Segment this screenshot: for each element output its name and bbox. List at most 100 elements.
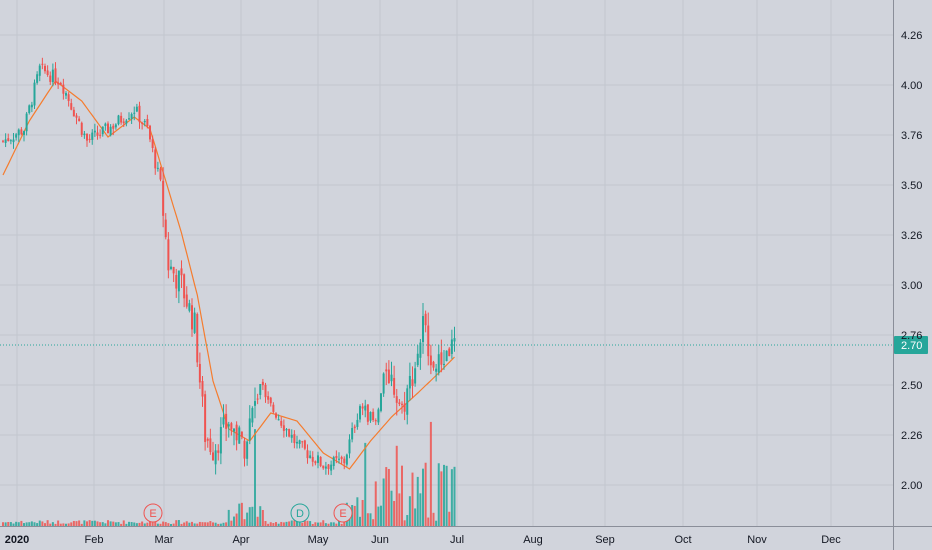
candle-body <box>437 354 440 373</box>
candle-body <box>219 426 222 454</box>
candle-body <box>128 118 130 120</box>
volume-bar <box>272 523 275 526</box>
candle-body <box>154 149 157 169</box>
candle-body <box>57 82 60 85</box>
volume-bar <box>46 520 49 526</box>
volume-bar <box>256 516 259 526</box>
volume-bar <box>196 523 199 526</box>
volume-bar <box>335 523 338 526</box>
candle-body <box>135 106 138 112</box>
x-axis[interactable]: 2020 Feb Mar Apr May Jun Jul Aug Sep Oct Nov Dec <box>0 526 932 547</box>
candle-body <box>141 122 144 124</box>
event-marker[interactable]: D <box>290 503 310 523</box>
candle-body <box>117 115 120 125</box>
candle-body <box>356 419 359 427</box>
y-axis[interactable]: 4.26 4.00 3.76 3.50 3.26 3.00 2.76 2.50 2.26 2.00 <box>893 0 923 550</box>
candle-body <box>335 456 338 459</box>
volume-bar <box>91 520 94 526</box>
volume-bar <box>390 490 393 526</box>
x-tick-label: Jul <box>450 534 464 546</box>
candle-body <box>238 427 241 444</box>
event-circle <box>333 503 353 523</box>
y-tick-label: 2.26 <box>901 430 922 442</box>
volume-bar <box>143 523 146 526</box>
volume-bar <box>9 522 12 526</box>
x-tick-label: Oct <box>674 534 691 546</box>
volume-bar <box>401 465 403 526</box>
volume-bar <box>133 522 136 526</box>
candle-body <box>28 105 31 113</box>
event-marker[interactable]: E <box>333 503 353 523</box>
volume-bar <box>301 522 304 526</box>
volume-bar <box>146 522 149 526</box>
volume-bar <box>233 516 235 526</box>
candle-body <box>25 113 28 132</box>
candle-body <box>33 82 36 106</box>
candle-body <box>303 440 306 449</box>
last-price-tag <box>894 336 928 354</box>
volume-bar <box>395 445 398 526</box>
volume-bar <box>230 520 233 526</box>
volume-bar <box>314 522 317 526</box>
volume-bar <box>330 522 333 526</box>
volume-bar <box>51 522 54 526</box>
volume-bar <box>225 522 228 526</box>
candle-body <box>162 180 165 216</box>
y-tick-label: 4.00 <box>901 80 922 92</box>
candle-body <box>217 450 220 453</box>
volume-bar <box>78 520 81 526</box>
x-tick-label: Mar <box>155 534 174 546</box>
volume-bar <box>96 521 99 526</box>
volume-bar <box>175 520 178 526</box>
candle-body <box>340 456 343 460</box>
candle-body <box>99 134 102 136</box>
candle-body <box>450 339 453 354</box>
candle-body <box>382 373 385 394</box>
volume-bar <box>453 466 456 526</box>
volume-bar <box>440 471 443 526</box>
event-marker[interactable]: E <box>143 503 163 523</box>
volume-bar <box>311 523 314 526</box>
y-tick-label: 3.26 <box>901 230 922 242</box>
candle-body <box>167 239 170 271</box>
volume-bar <box>406 515 409 526</box>
volume-bar <box>254 429 256 526</box>
volume-bar <box>366 513 369 526</box>
candle-body <box>170 266 172 269</box>
candle-body <box>440 352 443 365</box>
volume-bar <box>448 511 451 526</box>
candle-body <box>188 303 191 311</box>
candle-body <box>414 368 417 384</box>
volume-bar <box>340 523 343 526</box>
volume-bar <box>364 442 367 526</box>
volume-bar <box>164 522 167 526</box>
volume-bar <box>104 523 107 526</box>
volume-bar <box>303 520 306 526</box>
x-tick-label: 2020 <box>5 534 29 546</box>
candle-body <box>416 353 419 366</box>
candle-body <box>15 134 18 138</box>
volume-bar <box>7 522 10 526</box>
volume-bar <box>30 521 33 526</box>
candle-body <box>133 112 136 114</box>
volume-bar <box>408 496 411 526</box>
candle-body <box>251 408 254 423</box>
volume-bar <box>443 464 445 526</box>
event-circle <box>143 503 163 523</box>
volume-bar <box>62 523 65 526</box>
candle-body <box>314 461 317 464</box>
candle-body <box>359 406 361 420</box>
volume-bar <box>222 522 225 526</box>
candle-body <box>91 132 94 140</box>
volume-bar <box>193 523 196 526</box>
candle-body <box>109 126 112 136</box>
volume-bar <box>332 522 335 526</box>
volume-bar <box>377 506 380 526</box>
candle-body <box>122 121 125 124</box>
candle-body <box>422 316 424 342</box>
candle-body <box>424 313 427 326</box>
volume-bar <box>338 520 340 526</box>
